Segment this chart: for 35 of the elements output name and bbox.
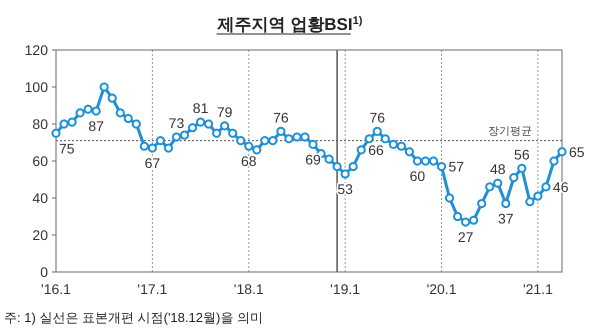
data-label: 87 [88,118,104,134]
data-label: 65 [569,144,585,160]
data-label: 69 [305,151,321,168]
data-label: 56 [514,146,530,162]
data-label: 73 [168,114,184,131]
x-tick-label: '18.1 [234,281,264,297]
data-label: 67 [144,155,160,172]
y-tick-label: 100 [24,79,48,95]
data-label: 57 [448,158,464,175]
x-tick-label: '16.1 [41,281,72,297]
x-tick-label: '19.1 [330,281,360,297]
data-label: 37 [498,210,514,227]
data-label: 48 [490,161,506,178]
data-label: 68 [240,153,257,170]
x-tick-label: '21.1 [522,281,554,297]
data-label: 75 [59,140,75,156]
data-label: 60 [410,168,426,184]
data-label: 66 [368,142,384,158]
y-tick-label: 80 [32,116,48,132]
data-label: 53 [337,180,353,197]
title: 제주지역 업황BSI$^{1)}$ [218,15,362,34]
y-tick-label: 20 [32,227,48,243]
data-label: 76 [369,109,386,126]
data-label: 81 [192,100,208,116]
y-tick-label: 60 [32,153,48,169]
ref-line-label: 장기평균 [488,126,532,138]
y-tick-label: 120 [24,42,48,58]
data-label: 79 [216,104,232,120]
x-tick-label: '17.1 [137,281,168,297]
data-label: 76 [273,109,289,126]
annotation: 주: 1) 실선은 표본개편 시점('18.12월)을 의미 [4,310,263,325]
data-label: 27 [458,229,474,246]
y-tick-label: 0 [40,264,48,280]
y-tick-label: 40 [32,190,48,206]
x-tick-label: '20.1 [426,281,457,297]
